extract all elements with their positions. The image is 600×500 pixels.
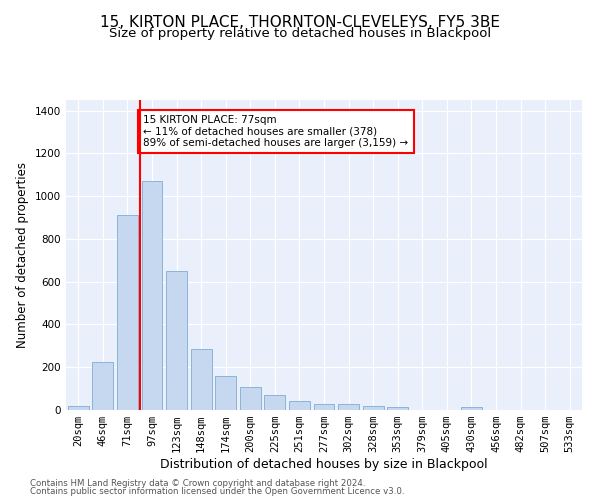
Bar [191,349,212,410]
Bar [362,406,383,410]
Bar [338,404,359,410]
Bar [117,216,138,410]
Bar [215,376,236,410]
Bar [461,408,482,410]
Bar [387,407,408,410]
X-axis label: Distribution of detached houses by size in Blackpool: Distribution of detached houses by size … [160,458,488,471]
Text: Size of property relative to detached houses in Blackpool: Size of property relative to detached ho… [109,28,491,40]
Bar [314,404,334,410]
Text: 15, KIRTON PLACE, THORNTON-CLEVELEYS, FY5 3BE: 15, KIRTON PLACE, THORNTON-CLEVELEYS, FY… [100,15,500,30]
Text: 15 KIRTON PLACE: 77sqm
← 11% of detached houses are smaller (378)
89% of semi-de: 15 KIRTON PLACE: 77sqm ← 11% of detached… [143,115,409,148]
Bar [265,394,286,410]
Bar [240,387,261,410]
Text: Contains public sector information licensed under the Open Government Licence v3: Contains public sector information licen… [30,487,404,496]
Text: Contains HM Land Registry data © Crown copyright and database right 2024.: Contains HM Land Registry data © Crown c… [30,478,365,488]
Bar [289,402,310,410]
Y-axis label: Number of detached properties: Number of detached properties [16,162,29,348]
Bar [166,271,187,410]
Bar [142,181,163,410]
Bar [92,362,113,410]
Bar [68,406,89,410]
